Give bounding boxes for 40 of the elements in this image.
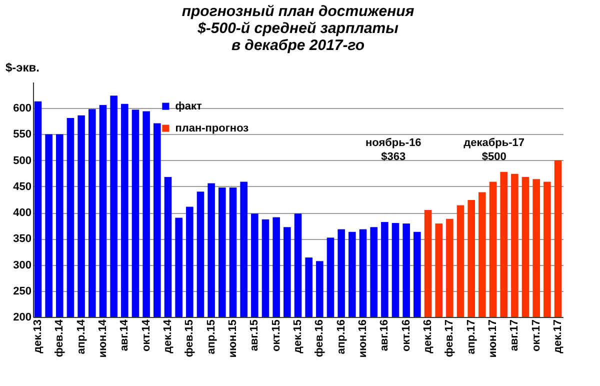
x-tick-label: дек.14	[162, 318, 174, 354]
chart-title: прогнозный план достижения $-500-й средней зарплаты в декабре 2017-го	[182, 3, 414, 54]
x-tick-label: фев.16	[314, 320, 326, 358]
x-tick-label: окт.15	[270, 320, 282, 352]
x-tick-label: авг.15	[248, 320, 261, 352]
x-tick-label: дек.17	[552, 320, 564, 354]
x-tick-label: фев.14	[54, 318, 66, 358]
x-tick-label: июн.14	[96, 318, 109, 358]
x-tick-label: окт.17	[530, 320, 542, 352]
x-tick-label: июн.16	[357, 320, 370, 358]
x-tick-label: июн.17	[487, 320, 500, 358]
y-tick-label: 300	[13, 259, 32, 272]
x-tick-label: дек.15	[292, 320, 304, 354]
x-tick-label: авг.17	[508, 320, 521, 352]
x-tick-label: апр.16	[335, 320, 348, 354]
annotation: ноябрь-16 $363	[365, 137, 422, 164]
x-tick-label: июн.15	[226, 320, 239, 358]
x-tick-label: окт.16	[400, 320, 412, 352]
x-tick-label: дек.16	[422, 320, 434, 354]
x-tick-label: апр.15	[205, 320, 218, 354]
y-tick-label: 450	[13, 180, 32, 193]
legend-label: план-прогноз	[175, 122, 250, 134]
x-tick-label: дек.13	[32, 320, 44, 354]
y-tick-label: 400	[13, 207, 32, 220]
legend-label: факт	[175, 100, 202, 112]
x-tick-label: фев.15	[184, 320, 196, 358]
y-tick-label: 600	[13, 102, 32, 115]
x-tick-label: апр.14	[75, 318, 88, 354]
x-tick-label: апр.17	[465, 320, 478, 354]
x-tick-label: фев.17	[444, 320, 456, 358]
x-tick-label: авг.14	[118, 318, 131, 352]
y-tick-label: 350	[13, 233, 32, 246]
y-tick-label: 550	[13, 128, 32, 141]
y-axis-title: $-экв.	[6, 60, 40, 74]
y-tick-label: 200	[13, 312, 32, 324]
x-tick-label: авг.16	[378, 320, 391, 352]
y-tick-label: 500	[13, 154, 32, 167]
y-tick-label: 250	[13, 285, 32, 298]
x-tick-label: окт.14	[140, 318, 152, 352]
annotation: декабрь-17 $500	[464, 137, 525, 164]
